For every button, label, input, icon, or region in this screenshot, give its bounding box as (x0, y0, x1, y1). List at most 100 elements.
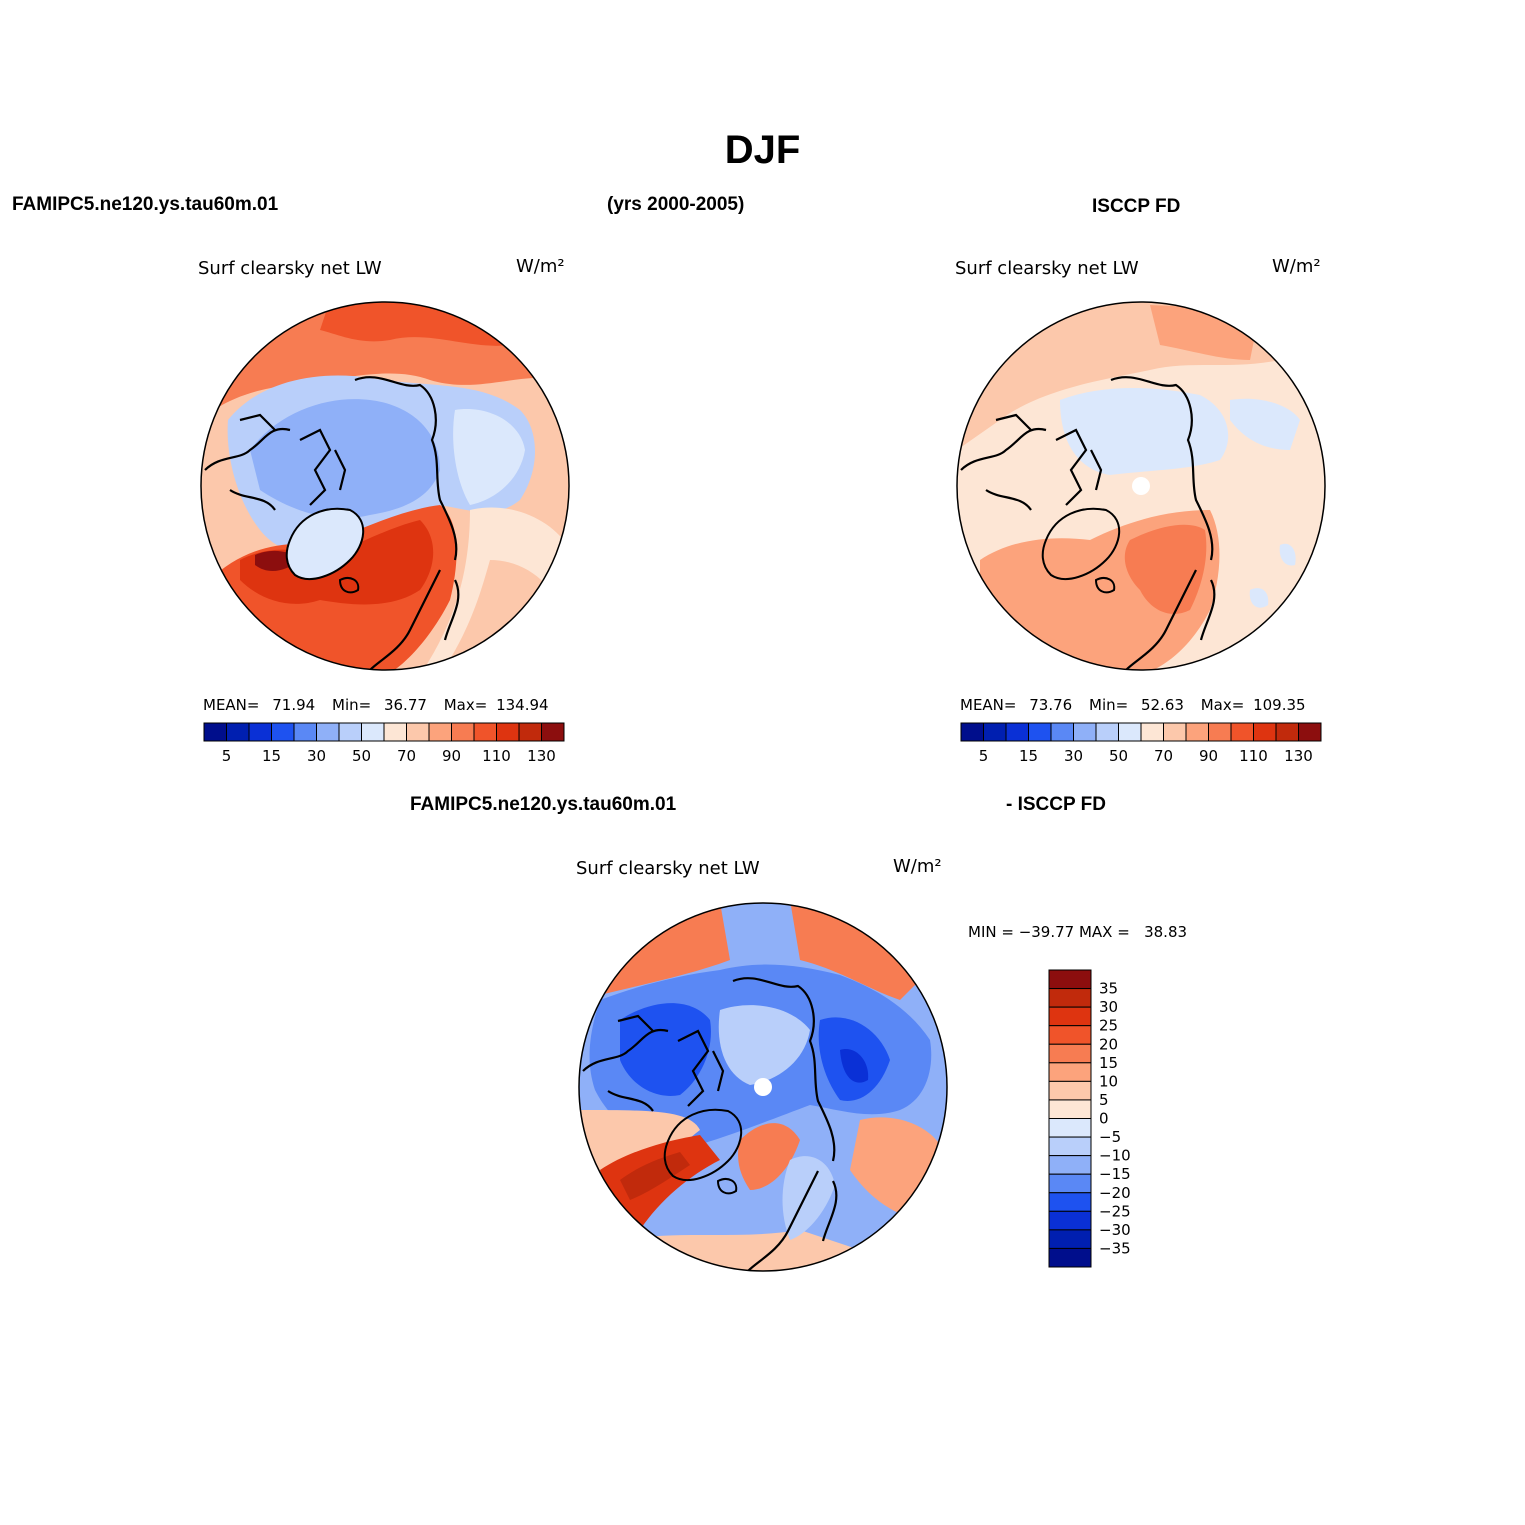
model-colorbar-label: 5 (222, 747, 232, 765)
obs-colorbar-box (1208, 722, 1232, 742)
model-min-value: 36.77 (383, 696, 427, 714)
diff-colorbar-label: 5 (1099, 1091, 1109, 1109)
model-colorbar-box (451, 722, 475, 742)
model-mean-label: MEAN= (203, 696, 260, 714)
model-colorbar-label: 110 (482, 747, 511, 765)
obs-colorbar-box (1118, 722, 1142, 742)
diff-colorbar-label: 35 (1099, 980, 1118, 998)
diff-colorbar-box (1048, 1247, 1092, 1268)
model-stats: MEAN= 71.94 Min= 36.77 Max= 134.94 (203, 696, 549, 714)
model-polar-map (200, 301, 570, 671)
obs-colorbar-box (1253, 722, 1277, 742)
obs-colorbar: 5 15 30 50 70 90 110 130 (960, 722, 1322, 765)
obs-max-label: Max= (1200, 696, 1245, 714)
diff-colorbar-box (1048, 1006, 1092, 1027)
diff-colorbar-label: −10 (1099, 1147, 1131, 1165)
obs-colorbar-label: 30 (1064, 747, 1083, 765)
obs-max-value: 109.35 (1253, 696, 1306, 714)
model-colorbar-box (338, 722, 362, 742)
diff-panel-variable: Surf clearsky net LW (576, 858, 760, 879)
obs-colorbar-box (1005, 722, 1029, 742)
diff-colorbar-box (1048, 1210, 1092, 1231)
model-colorbar-box (316, 722, 340, 742)
obs-colorbar-box (983, 722, 1007, 742)
diff-colorbar-box (1048, 988, 1092, 1008)
obs-panel-units: W/m² (1272, 256, 1321, 277)
obs-colorbar-label: 50 (1109, 747, 1128, 765)
model-colorbar-box (541, 722, 565, 742)
diff-colorbar-label: −20 (1099, 1184, 1131, 1202)
model-colorbar-box (406, 722, 430, 742)
obs-colorbar-box (1230, 722, 1254, 742)
model-colorbar-box (271, 722, 295, 742)
diff-colorbar-label: 15 (1099, 1054, 1118, 1072)
obs-colorbar-label: 130 (1284, 747, 1313, 765)
obs-min-label: Min= (1089, 696, 1129, 714)
model-colorbar-label: 50 (352, 747, 371, 765)
diff-colorbar-box (1048, 1099, 1092, 1119)
diff-model-case-name: FAMIPC5.ne120.ys.tau60m.01 (410, 794, 677, 815)
obs-stats: MEAN= 73.76 Min= 52.63 Max= 109.35 (960, 696, 1306, 714)
diff-colorbar-label: −5 (1099, 1128, 1121, 1146)
model-colorbar-box (361, 722, 385, 742)
page-title: DJF (724, 128, 801, 172)
model-mean-value: 71.94 (272, 696, 316, 714)
model-colorbar-box (428, 722, 452, 742)
diff-colorbar-box (1048, 1155, 1092, 1175)
model-colorbar-box (383, 722, 407, 742)
obs-mean-label: MEAN= (960, 696, 1017, 714)
model-colorbar-box (496, 722, 520, 742)
obs-colorbar-label: 15 (1019, 747, 1038, 765)
diff-colorbar-box (1048, 1062, 1092, 1082)
diff-colorbar-box (1048, 1025, 1092, 1045)
obs-colorbar-box (960, 722, 984, 742)
obs-colorbar-box (1163, 722, 1187, 742)
model-colorbar-label: 30 (307, 747, 326, 765)
diff-minmax: MIN = −39.77 MAX = 38.83 (968, 923, 1188, 941)
model-panel-variable: Surf clearsky net LW (198, 258, 382, 279)
diff-colorbar-label: −30 (1099, 1221, 1131, 1239)
diff-colorbar-box (1048, 1080, 1092, 1101)
diff-colorbar-box (1048, 1192, 1092, 1212)
model-panel-units: W/m² (516, 256, 565, 277)
obs-colorbar-box (1073, 722, 1097, 742)
model-colorbar: 5 15 30 50 70 90 110 130 (203, 722, 565, 765)
model-colorbar-box (248, 722, 272, 742)
model-case-name: FAMIPC5.ne120.ys.tau60m.01 (12, 194, 279, 215)
obs-dataset-name: ISCCP FD (1092, 196, 1181, 217)
obs-colorbar-box (1298, 722, 1322, 742)
obs-colorbar-box (1185, 722, 1209, 742)
model-max-value: 134.94 (496, 696, 549, 714)
obs-colorbar-label: 5 (979, 747, 989, 765)
model-colorbar-label: 15 (262, 747, 281, 765)
diff-obs-dataset-name: - ISCCP FD (1006, 794, 1106, 815)
model-colorbar-box (473, 722, 497, 742)
model-min-label: Min= (332, 696, 372, 714)
diff-colorbar-label: 20 (1099, 1035, 1118, 1053)
obs-colorbar-box (1050, 722, 1074, 742)
obs-polar-map (956, 301, 1326, 671)
diff-colorbar-box (1048, 1173, 1092, 1194)
obs-colorbar-label: 90 (1199, 747, 1218, 765)
model-colorbar-label: 90 (442, 747, 461, 765)
diff-colorbar-label: −25 (1099, 1202, 1131, 1220)
diff-colorbar-box (1048, 1136, 1092, 1157)
diff-colorbar-box (1048, 1118, 1092, 1138)
years-label: (yrs 2000-2005) (607, 194, 745, 215)
model-colorbar-label: 70 (397, 747, 416, 765)
obs-colorbar-box (1140, 722, 1164, 742)
obs-colorbar-label: 70 (1154, 747, 1173, 765)
obs-colorbar-box (1095, 722, 1119, 742)
diff-colorbar-label: −35 (1099, 1239, 1131, 1257)
model-colorbar-label: 130 (527, 747, 556, 765)
diff-colorbar-label: 30 (1099, 998, 1118, 1016)
model-max-label: Max= (443, 696, 488, 714)
diff-colorbar-label: −15 (1099, 1165, 1131, 1183)
model-colorbar-box (226, 722, 250, 742)
diff-polar-map (578, 902, 948, 1272)
diff-colorbar-label: 0 (1099, 1110, 1109, 1128)
diff-colorbar-label: 10 (1099, 1072, 1118, 1090)
obs-colorbar-label: 110 (1239, 747, 1268, 765)
